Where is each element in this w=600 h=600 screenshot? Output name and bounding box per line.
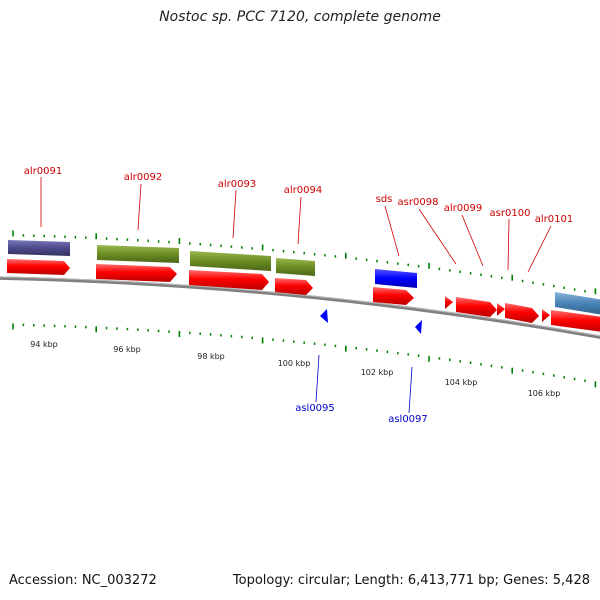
cds-arrow [189, 270, 269, 290]
scale-label: 94 kbp [30, 340, 58, 349]
scale-label: 98 kbp [197, 352, 225, 361]
cog-box-row [8, 240, 600, 315]
cds-arrow [96, 264, 177, 282]
cog-box [276, 258, 315, 276]
genome-summary-text: Topology: circular; Length: 6,413,771 bp… [232, 573, 590, 588]
gene-label: sds [376, 194, 393, 205]
genome-title: Nostoc sp. PCC 7120, complete genome [159, 9, 441, 25]
cog-box [555, 292, 600, 315]
genome-backbone [0, 276, 600, 339]
cog-box [375, 269, 417, 288]
cds-arrow [551, 310, 600, 332]
cds-arrow [373, 287, 414, 305]
scale-label: 96 kbp [113, 345, 141, 354]
cds-arrow [456, 297, 497, 317]
gene-label: asr0100 [490, 208, 531, 219]
cds-arrow [497, 303, 505, 316]
gene-label: alr0093 [218, 179, 256, 190]
gene-label: alr0099 [444, 203, 482, 214]
cds-arrow-reverse [415, 320, 422, 334]
scale-label: 104 kbp [445, 378, 478, 387]
gene-label: asr0098 [398, 197, 439, 208]
gene-label: alr0094 [284, 185, 322, 196]
gene-label: asl0097 [388, 414, 428, 425]
gene-label: alr0091 [24, 166, 62, 177]
gene-label: alr0092 [124, 172, 162, 183]
cds-arrow-reverse [320, 309, 328, 323]
scale-label: 100 kbp [278, 359, 311, 368]
scale-label-group: 94 kbp 96 kbp 98 kbp 100 kbp 102 kbp 104… [30, 340, 560, 398]
reverse-cds-row [320, 309, 422, 334]
cds-arrow [275, 278, 313, 295]
lower-tick-ring [12, 323, 597, 388]
gene-label-group: alr0091 alr0092 alr0093 alr0094 sds asr0… [24, 166, 573, 425]
cds-arrow [505, 303, 539, 323]
forward-cds-row [7, 259, 600, 332]
cog-box [97, 245, 179, 263]
gene-label: asl0095 [295, 403, 335, 414]
cog-box [8, 240, 70, 256]
gene-label: alr0101 [535, 214, 573, 225]
cds-arrow [542, 309, 550, 322]
cds-arrow [7, 259, 70, 275]
scale-label: 102 kbp [361, 368, 394, 377]
cds-arrow [445, 296, 453, 309]
cog-box [190, 251, 271, 271]
accession-text: Accession: NC_003272 [9, 573, 157, 588]
scale-label: 106 kbp [528, 389, 561, 398]
upper-tick-ring [12, 230, 597, 295]
